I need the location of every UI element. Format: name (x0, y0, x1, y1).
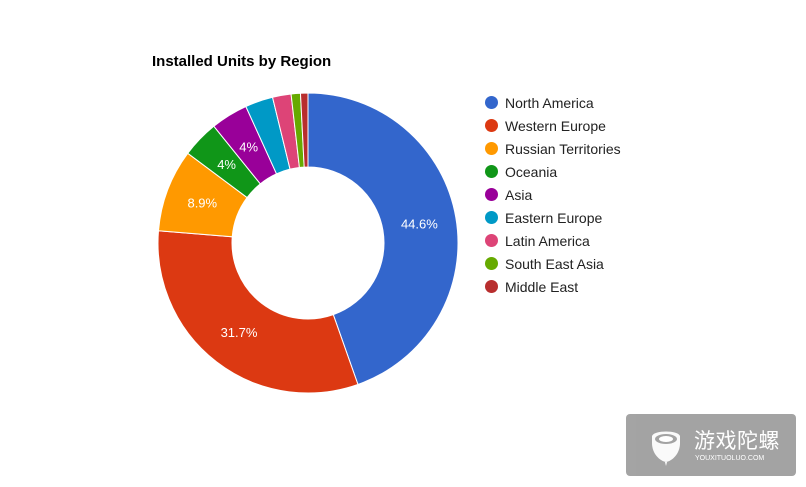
slice-label-asia: 4% (239, 139, 258, 154)
legend-item-latin-america[interactable]: Latin America (485, 229, 621, 252)
legend-swatch (485, 211, 498, 224)
legend-item-oceania[interactable]: Oceania (485, 160, 621, 183)
slice-label-north-america: 44.6% (401, 216, 438, 231)
watermark-badge: 游戏陀螺 YOUXITUOLUO.COM (626, 414, 796, 476)
legend-swatch (485, 188, 498, 201)
legend-swatch (485, 142, 498, 155)
slice-label-oceania: 4% (217, 157, 236, 172)
legend-label: Eastern Europe (505, 209, 603, 226)
chart-legend: North America Western Europe Russian Terri… (485, 91, 621, 298)
watermark-text: 游戏陀螺 (694, 429, 780, 453)
legend-label: Western Europe (505, 117, 606, 134)
watermark-subtext: YOUXITUOLUO.COM (695, 455, 765, 462)
donut-slice-middle-east[interactable] (299, 92, 309, 168)
legend-label: South East Asia (505, 255, 604, 272)
legend-label: Middle East (505, 278, 579, 295)
spinning-top-logo-icon (652, 431, 680, 466)
chart-title: Installed Units by Region (152, 53, 332, 70)
legend-label: Latin America (505, 232, 590, 249)
legend-swatch (485, 96, 498, 109)
donut-slices (157, 92, 459, 394)
legend-swatch (485, 234, 498, 247)
legend-item-western-europe[interactable]: Western Europe (485, 114, 621, 137)
legend-label: North America (505, 94, 594, 111)
donut-slice-labels: 44.6% 31.7% 8.9% 4%4% (187, 139, 438, 340)
legend-swatch (485, 119, 498, 132)
legend-label: Oceania (505, 163, 558, 180)
legend-item-middle-east[interactable]: Middle East (485, 275, 621, 298)
legend-label: Asia (505, 186, 533, 203)
legend-item-asia[interactable]: Asia (485, 183, 621, 206)
legend-item-eastern-europe[interactable]: Eastern Europe (485, 206, 621, 229)
legend-swatch (485, 165, 498, 178)
legend-swatch (485, 257, 498, 270)
legend-swatch (485, 280, 498, 293)
slice-label-western-europe: 31.7% (221, 325, 258, 340)
legend-item-north-america[interactable]: North America (485, 91, 621, 114)
slice-label-russian-territories: 8.9% (187, 196, 217, 211)
legend-item-south-east-asia[interactable]: South East Asia (485, 252, 621, 275)
donut-slice-north-america[interactable] (307, 92, 459, 386)
legend-item-russian-territories[interactable]: Russian Territories (485, 137, 621, 160)
legend-label: Russian Territories (505, 140, 621, 157)
donut-slice-western-europe[interactable] (157, 230, 359, 394)
